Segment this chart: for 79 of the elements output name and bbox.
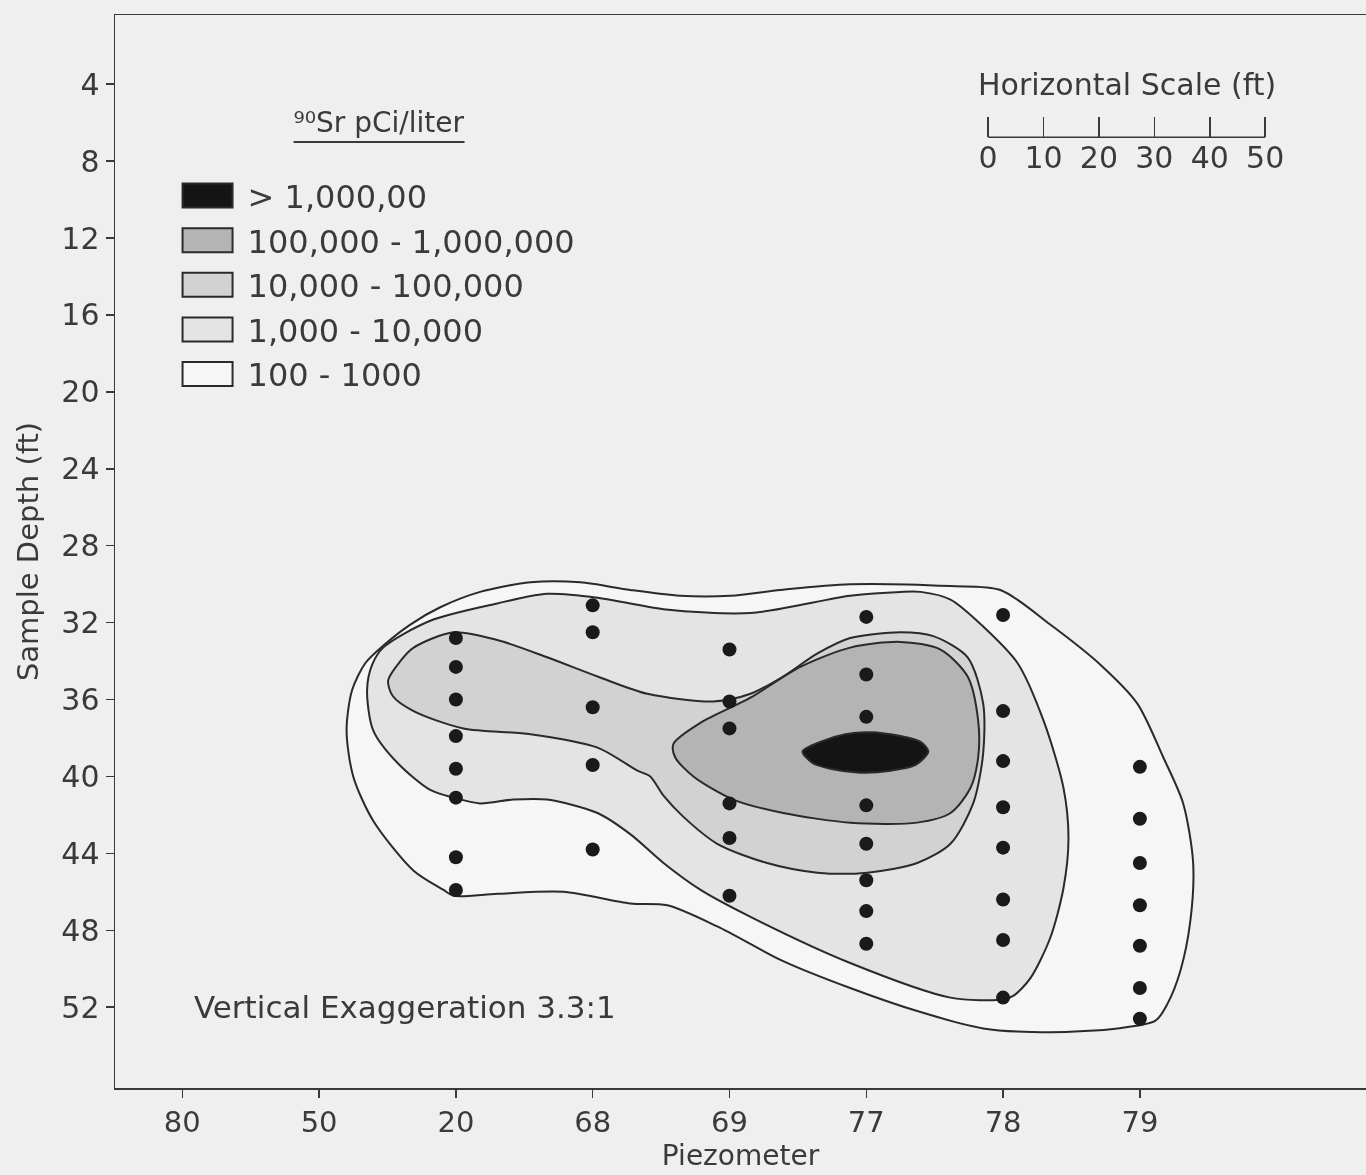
point [859,836,874,851]
y-tick-label: 44 [61,835,100,871]
x-tick-label: 50 [300,1105,338,1140]
y-tick-label: 36 [61,682,100,718]
x-tick-label: 68 [574,1105,612,1140]
point [722,642,737,657]
point [448,631,463,646]
x-tick-label: 20 [437,1105,475,1140]
x-tick-label: 69 [711,1105,748,1140]
x2-tick-label: 20 [1079,140,1119,176]
point [448,692,463,707]
point [859,904,874,919]
point [585,842,600,857]
point [1132,938,1147,953]
x-tick-label: 78 [984,1105,1022,1140]
point [996,892,1011,907]
point [859,798,874,813]
point [585,598,600,613]
y-tick-label: 4 [80,66,100,102]
point [996,607,1011,622]
point [996,990,1011,1005]
x-tick-label: 80 [163,1105,201,1140]
y-tick-label: 32 [61,605,100,641]
annotation: Vertical Exaggeration 3.3:1 [194,989,616,1025]
point [996,800,1011,815]
y-tick-label: 48 [61,912,100,948]
legend-label: 100 - 1000 [247,356,422,395]
legend-title: ⁹⁰Sr pCi/liter [293,105,465,139]
y-tick-label: 16 [61,297,100,333]
point [1132,1011,1147,1026]
point [996,932,1011,947]
x-tick-label: 79 [1121,1105,1159,1140]
y-axis-title: Sample Depth (ft) [10,421,45,682]
point [996,840,1011,855]
x-tick-label: 77 [847,1105,885,1140]
x2-tick-label: 10 [1024,140,1063,176]
x2-tick-label: 30 [1135,140,1174,176]
y-tick-label: 24 [61,451,100,487]
point [996,704,1011,719]
point [448,659,463,674]
y-tick-label: 8 [80,143,100,179]
point [448,790,463,805]
y-tick-label: 28 [61,528,100,564]
x2-tick-label: 50 [1246,140,1285,176]
x2-axis-title: Horizontal Scale (ft) [978,67,1277,102]
legend-label: 100,000 - 1,000,000 [247,222,575,261]
point [859,936,874,951]
point [585,757,600,772]
point [448,850,463,865]
point [722,721,737,736]
legend-label: 10,000 - 100,000 [247,267,524,306]
y-tick-label: 52 [61,989,100,1025]
point [1132,898,1147,913]
point [722,888,737,903]
point [1132,759,1147,774]
point [1132,856,1147,871]
point [859,667,874,682]
x-axis-title: Piezometer [661,1139,820,1173]
x2-tick-label: 0 [978,140,998,176]
point [996,754,1011,769]
point [859,709,874,724]
legend-label: > 1,000,00 [247,178,428,217]
point [722,694,737,709]
x2-tick-label: 40 [1190,140,1229,176]
y-tick-label: 20 [61,374,100,410]
point [722,831,737,846]
point [448,882,463,897]
point [722,796,737,811]
point [1132,811,1147,826]
point [1132,981,1147,995]
point [585,625,600,640]
legend-label: 1,000 - 10,000 [247,311,484,350]
point [448,729,463,744]
point [859,609,874,624]
point [448,761,463,776]
point [859,873,874,888]
point [585,700,600,715]
y-tick-label: 12 [61,220,100,256]
y-tick-label: 40 [61,758,100,794]
